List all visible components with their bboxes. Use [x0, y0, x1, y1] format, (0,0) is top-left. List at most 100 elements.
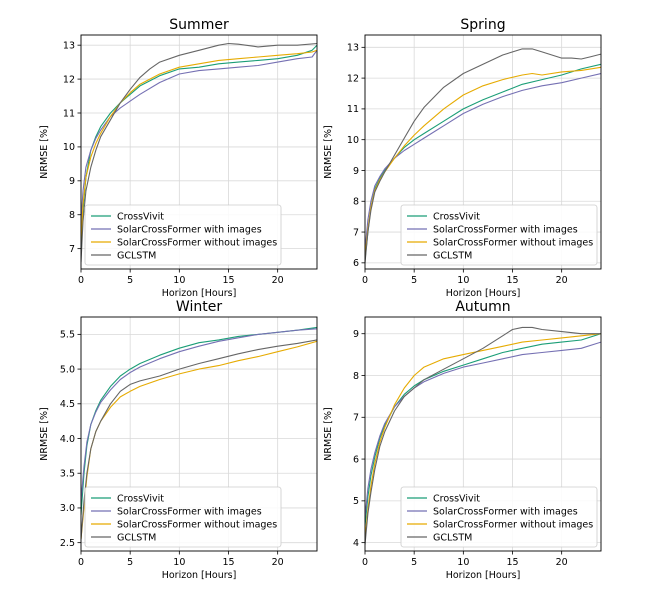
y-tick-label: 2.5 [60, 538, 75, 549]
x-tick-label: 10 [173, 275, 185, 286]
chart-panel-summer: 0 5 10 15 20 7 8 9 10 11 12 13 Summer Horizon [Hours]… [39, 17, 318, 299]
legend-label: SolarCrossFormer with images [117, 224, 262, 235]
x-axis-label: Horizon [Hours] [446, 288, 521, 299]
series-line-gclstm [365, 48, 601, 263]
chart-title: Spring [460, 17, 505, 33]
y-tick-label: 10 [347, 135, 359, 146]
y-tick-label: 6 [353, 258, 359, 269]
y-tick-label: 11 [347, 104, 359, 115]
series-line-crossvivit [365, 63, 601, 260]
y-tick-label: 7 [69, 244, 75, 255]
y-tick-label: 7 [353, 413, 359, 424]
legend-label: GCLSTM [117, 250, 156, 261]
legend: CrossVivit SolarCrossFormer with images So… [400, 486, 598, 548]
legend-label: SolarCrossFormer without images [433, 519, 593, 530]
legend: CrossVivit SolarCrossFormer with images So… [84, 486, 282, 548]
x-tick-label: 20 [272, 275, 284, 286]
x-tick-label: 0 [362, 275, 368, 286]
x-tick-label: 20 [556, 275, 568, 286]
y-tick-label: 8 [69, 210, 75, 221]
legend-label: CrossVivit [117, 211, 164, 222]
chart-panel-spring: 0 5 10 15 20 6 7 8 9 10 11 12 13 Spring Horizon [Hours… [323, 17, 602, 299]
y-axis-label: NRMSE [%] [39, 407, 50, 460]
y-tick-label: 9 [69, 176, 75, 187]
y-tick-label: 3.5 [60, 469, 75, 480]
plot-frame [364, 34, 602, 270]
series-line-solarcrossformer-with-images [81, 328, 317, 502]
y-tick-label: 4.5 [60, 399, 75, 410]
y-tick-label: 8 [353, 197, 359, 208]
plot-frame [80, 316, 318, 552]
y-tick-label: 4 [353, 538, 359, 549]
y-tick-label: 5 [353, 496, 359, 507]
x-tick-label: 0 [78, 275, 84, 286]
x-tick-label: 5 [411, 557, 417, 568]
legend-label: CrossVivit [117, 493, 164, 504]
legend-label: GCLSTM [433, 532, 472, 543]
chart-title: Autumn [455, 299, 510, 315]
x-tick-label: 5 [127, 557, 133, 568]
y-tick-label: 8 [353, 371, 359, 382]
y-axis-label: NRMSE [%] [323, 407, 334, 460]
y-tick-label: 11 [63, 108, 75, 119]
chart-title: Winter [176, 299, 222, 315]
y-tick-label: 7 [353, 227, 359, 238]
legend-label: GCLSTM [433, 250, 472, 261]
y-tick-label: 12 [347, 73, 359, 84]
x-axis-label: Horizon [Hours] [162, 570, 237, 581]
x-tick-label: 15 [506, 557, 518, 568]
x-tick-label: 5 [411, 275, 417, 286]
y-tick-label: 12 [63, 74, 75, 85]
chart-title: Summer [169, 17, 229, 33]
legend-box [84, 204, 282, 266]
legend-label: CrossVivit [433, 493, 480, 504]
x-tick-label: 10 [457, 275, 469, 286]
plot-frame [80, 34, 318, 270]
y-tick-label: 9 [353, 166, 359, 177]
x-tick-label: 20 [272, 557, 284, 568]
series-line-solarcrossformer-with-images [365, 341, 601, 518]
x-tick-label: 15 [222, 557, 234, 568]
legend-label: SolarCrossFormer with images [433, 224, 578, 235]
y-tick-label: 10 [63, 142, 75, 153]
legend-box [400, 486, 598, 548]
series-line-gclstm [81, 339, 317, 540]
x-tick-label: 0 [362, 557, 368, 568]
x-tick-label: 10 [173, 557, 185, 568]
series-line-solarcrossformer-without-images [81, 49, 317, 242]
series-line-gclstm [365, 326, 601, 545]
series-line-solarcrossformer-without-images [365, 333, 601, 539]
plot-frame [364, 316, 602, 552]
series-line-solarcrossformer-without-images [365, 66, 601, 257]
y-tick-label: 5.0 [60, 364, 75, 375]
legend-label: GCLSTM [117, 532, 156, 543]
legend-box [400, 204, 598, 266]
x-tick-label: 15 [506, 275, 518, 286]
legend-label: SolarCrossFormer without images [433, 237, 593, 248]
legend-box [84, 486, 282, 548]
y-tick-label: 6 [353, 454, 359, 465]
x-axis-label: Horizon [Hours] [162, 288, 237, 299]
y-tick-label: 4.0 [60, 434, 75, 445]
legend-label: SolarCrossFormer without images [117, 237, 277, 248]
y-tick-label: 13 [347, 43, 359, 54]
legend-label: CrossVivit [433, 211, 480, 222]
y-tick-label: 13 [63, 40, 75, 51]
legend: CrossVivit SolarCrossFormer with images So… [84, 204, 282, 266]
series-line-gclstm [81, 42, 317, 263]
y-tick-label: 5.5 [60, 330, 75, 341]
legend-label: SolarCrossFormer with images [117, 506, 262, 517]
x-tick-label: 20 [556, 557, 568, 568]
legend: CrossVivit SolarCrossFormer with images So… [400, 204, 598, 266]
x-axis-label: Horizon [Hours] [446, 570, 521, 581]
x-tick-label: 0 [78, 557, 84, 568]
series-line-solarcrossformer-with-images [365, 72, 601, 251]
y-axis-label: NRMSE [%] [323, 125, 334, 178]
legend-label: SolarCrossFormer with images [433, 506, 578, 517]
x-tick-label: 15 [222, 275, 234, 286]
y-tick-label: 3.0 [60, 503, 75, 514]
y-axis-label: NRMSE [%] [39, 125, 50, 178]
series-line-solarcrossformer-with-images [81, 49, 317, 222]
